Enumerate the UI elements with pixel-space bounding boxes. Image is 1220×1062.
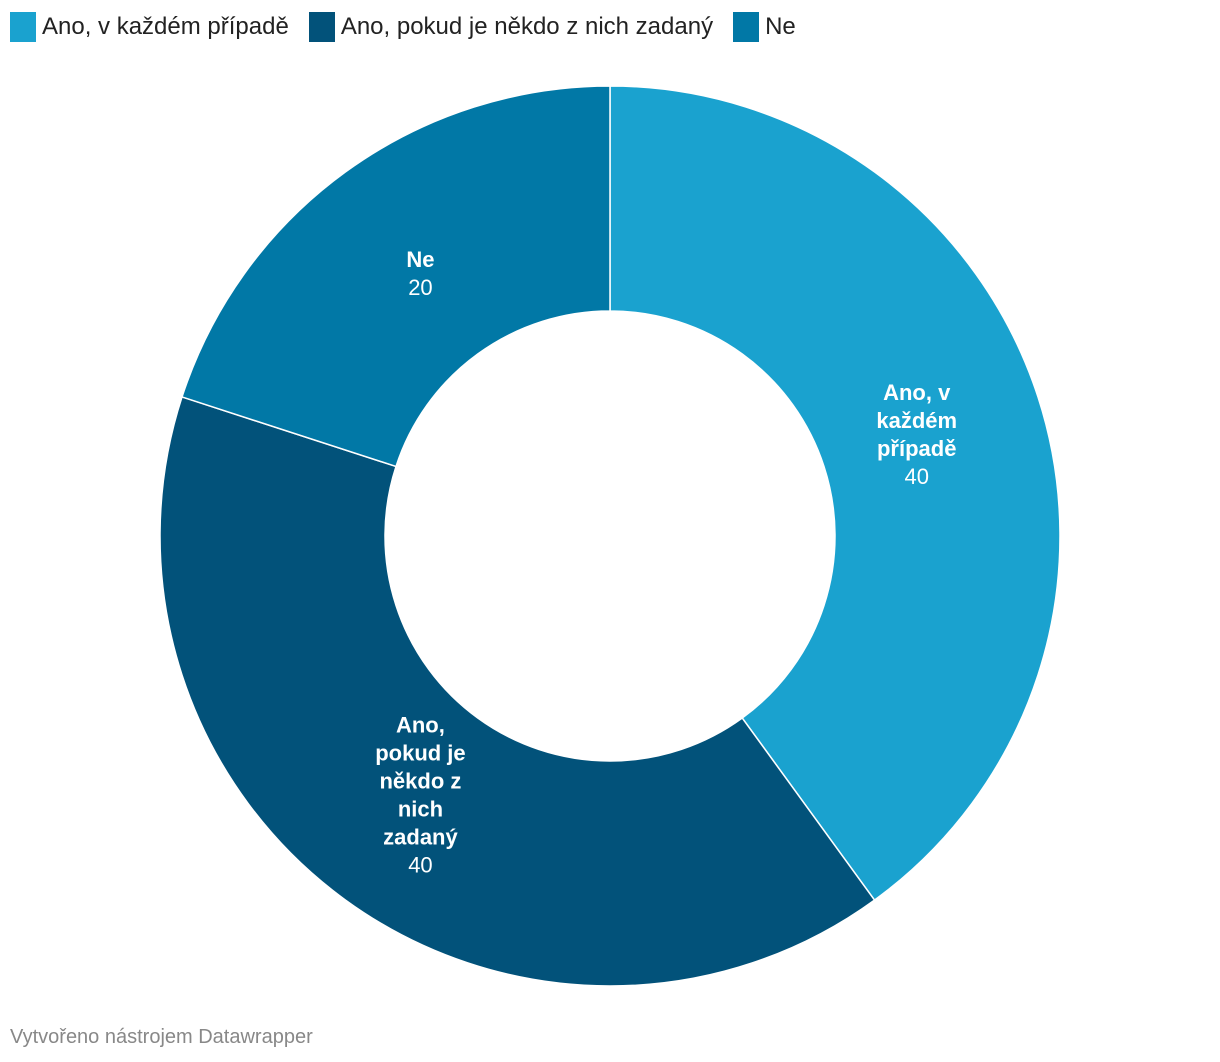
slice-value-label: 40 [904,464,928,489]
legend-swatch-ne [733,12,760,42]
legend-item-ne[interactable]: Ne [733,12,796,42]
slice-category-label: zadaný [383,825,458,850]
slice-category-label: Ano, [396,713,445,738]
slice-category-label: někdo z [379,769,461,794]
legend-label: Ne [765,13,796,40]
slice-label-ano-pokud-je-nekdo-z-nich-zadany: Ano, pokud je někdo z nich zadaný 40 [375,713,465,878]
slice-label-ano-v-kazdem-pripade: Ano, v každém případě 40 [876,380,957,489]
slice-category-label: pokud je [375,741,465,766]
donut-slice-ano-pokud-je-nekdo-z-nich-zadany[interactable] [159,395,876,987]
slice-value-label: 20 [408,275,432,300]
slice-category-label: každém [876,408,957,433]
slice-category-label: Ano, v [883,380,951,405]
donut-slice-ano-v-kazdem-pripade[interactable] [609,85,1061,902]
footer-credit: Vytvořeno nástrojem Datawrapper [10,1026,313,1048]
donut-slice-ne[interactable] [181,85,611,468]
legend-swatch-ano-v-kazdem-pripade [10,12,36,42]
slice-category-label: případě [877,436,956,461]
legend-item-ano-pokud-zadany[interactable]: Ano, pokud je někdo z nich zadaný [308,12,714,42]
slice-category-label: nich [398,797,443,822]
legend-label: Ano, pokud je někdo z nich zadaný [340,13,714,40]
slice-label-ne: Ne 20 [406,247,434,300]
slice-category-label: Ne [406,247,434,272]
legend-label: Ano, v každém případě [42,13,289,40]
slice-value-label: 40 [408,853,432,878]
legend-item-ano-v-kazdem-pripade[interactable]: Ano, v každém případě [10,12,289,42]
chart-legend: Ano, v každém případě Ano, pokud je někd… [10,12,816,42]
legend-swatch-ano-pokud-zadany [308,12,335,42]
